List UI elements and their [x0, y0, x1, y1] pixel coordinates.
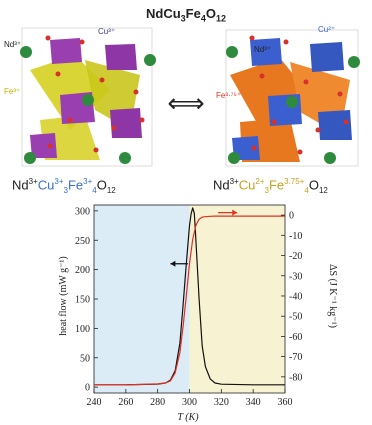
nd-ion — [226, 46, 238, 58]
cu-octahedron — [232, 136, 260, 160]
arrowhead-icon — [170, 260, 176, 267]
oxygen-atom — [139, 117, 145, 123]
fe-label: Fe³⁺ — [4, 87, 20, 96]
y-axis-right-label: ΔS (J K⁻¹ kg⁻¹) — [327, 264, 338, 328]
oxygen-atom — [99, 77, 105, 83]
figure-title: NdCu3Fe4O12 — [145, 6, 226, 24]
cu-octahedron — [105, 44, 137, 70]
oxygen-atom — [337, 91, 343, 97]
fe-label: Fe³·⁷⁵⁺ — [216, 91, 241, 100]
oxygen-atom — [55, 71, 61, 77]
nd-ion — [324, 152, 336, 164]
nd-ion — [286, 96, 298, 108]
oxygen-atom — [93, 147, 99, 153]
oxygen-atom — [79, 39, 85, 45]
shaded-region-1 — [94, 205, 190, 393]
fe-octahedron — [230, 58, 310, 132]
x-tick-label: 320 — [214, 397, 229, 408]
oxygen-atom — [111, 125, 117, 131]
y-left-tick-label: 50 — [80, 353, 90, 364]
y-right-tick-label: -30 — [289, 271, 302, 282]
nd-ion — [228, 152, 240, 164]
cu-label: Cu²⁺ — [318, 25, 335, 34]
cu-octahedron — [310, 42, 344, 72]
x-tick-label: 360 — [278, 397, 293, 408]
y-axis-left-label: heat flow (mW g⁻¹) — [58, 256, 69, 335]
nd-label: Nd³⁺ — [254, 45, 271, 54]
cu-octahedron — [50, 38, 82, 64]
x-tick-label: 240 — [87, 397, 102, 408]
y-left-tick-label: 200 — [75, 265, 90, 276]
y-left-tick-label: 100 — [75, 324, 90, 335]
y-right-tick-label: -20 — [289, 251, 302, 262]
oxygen-atom — [315, 127, 321, 133]
oxygen-atom — [133, 89, 139, 95]
y-left-tick-label: 250 — [75, 236, 90, 247]
x-tick-label: 260 — [118, 397, 133, 408]
y-axis-left: 0 50 100 150 200 250 300 — [75, 206, 98, 394]
y-right-tick-label: -40 — [289, 291, 302, 302]
oxygen-atom — [259, 73, 265, 79]
oxygen-atom — [251, 145, 257, 151]
y-left-tick-label: 150 — [75, 295, 90, 306]
crystal-structures: Nd³⁺ Cu³⁺ Fe³⁺ ⟺ Nd³⁺ Cu²⁺ Fe³·⁷⁵⁺ — [4, 25, 360, 167]
oxygen-atom — [343, 119, 349, 125]
y-right-tick-label: -50 — [289, 312, 302, 323]
cu-octahedron — [250, 38, 282, 66]
double-arrow-icon: ⟺ — [167, 89, 204, 119]
y-left-tick-label: 300 — [75, 206, 90, 217]
cu-octahedron — [110, 108, 142, 138]
oxygen-atom — [297, 149, 303, 155]
x-tick-label: 340 — [246, 397, 261, 408]
oxygen-atom — [283, 39, 289, 45]
oxygen-atom — [303, 79, 309, 85]
shaded-regions — [94, 205, 285, 393]
right-crystal-structure: Nd³⁺ Cu²⁺ Fe³·⁷⁵⁺ — [216, 25, 360, 167]
y-right-tick-label: 0 — [289, 211, 294, 222]
cu-octahedron — [318, 110, 352, 140]
x-axis: 240 260 280 300 320 340 360 — [87, 389, 293, 408]
oxygen-atom — [271, 119, 277, 125]
oxygen-atom — [47, 143, 53, 149]
y-right-tick-label: -70 — [289, 352, 302, 363]
left-formula: Nd3+Cu3+3Fe3+4O12 — [12, 177, 116, 195]
right-formula: Nd3+Cu2+3Fe3.75+4O12 — [213, 177, 328, 195]
nd-ion — [348, 56, 360, 68]
arrowhead-icon — [232, 209, 238, 216]
cu-label: Cu³⁺ — [98, 27, 115, 36]
y-right-tick-label: -60 — [289, 332, 302, 343]
x-axis-label: T (K) — [177, 412, 199, 423]
oxygen-atom — [249, 35, 255, 41]
nd-ion — [24, 152, 36, 164]
nd-ion — [82, 94, 94, 106]
entropy-curve — [94, 215, 285, 386]
data-curves — [94, 207, 285, 386]
cu-octahedron — [30, 133, 57, 158]
x-tick-label: 300 — [182, 397, 197, 408]
oxygen-atom — [45, 35, 51, 41]
y-axis-right: 0 -10 -20 -30 -40 -50 -60 -70 -80 — [281, 211, 302, 383]
nd-ion — [144, 54, 156, 66]
nd-label: Nd³⁺ — [4, 40, 21, 49]
nd-ion — [119, 152, 131, 164]
shaded-region-2 — [189, 205, 285, 393]
left-crystal-structure: Nd³⁺ Cu³⁺ Fe³⁺ — [4, 27, 156, 167]
oxygen-atom — [67, 117, 73, 123]
nd-ion — [20, 46, 32, 58]
y-right-tick-label: -10 — [289, 231, 302, 242]
annotation-arrows — [170, 209, 238, 267]
x-tick-label: 280 — [150, 397, 165, 408]
y-left-tick-label: 0 — [85, 383, 90, 394]
y-right-tick-label: -80 — [289, 372, 302, 383]
